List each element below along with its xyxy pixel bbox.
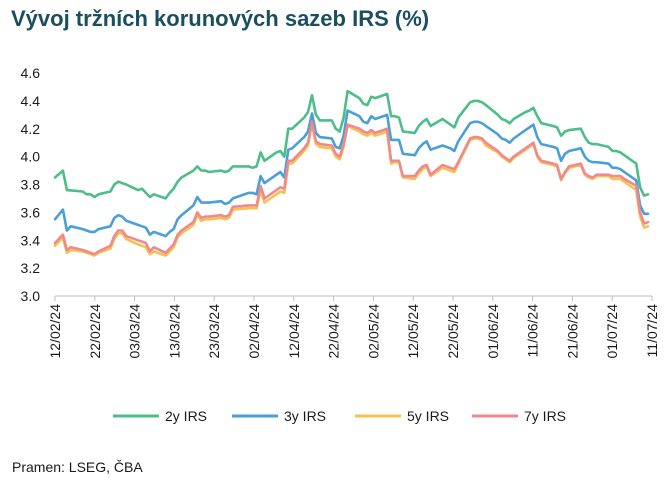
- source-note: Pramen: LSEG, ČBA: [12, 459, 143, 475]
- x-axis: 12/02/24 22/02/24 03/03/24 13/03/24 23/03/24…: [47, 295, 660, 359]
- legend-label-3y-irs: 3y IRS: [284, 408, 326, 424]
- x-tick-label: 12/05/24: [405, 304, 421, 359]
- x-tick-label: 23/03/24: [206, 304, 222, 359]
- x-tick-label: 12/02/24: [47, 304, 63, 359]
- x-tick-label: 22/05/24: [445, 304, 461, 359]
- y-tick-label: 4.6: [21, 65, 41, 81]
- legend-label-5y-irs: 5y IRS: [407, 408, 449, 424]
- x-tick-label: 13/03/24: [166, 304, 182, 359]
- y-tick-label: 4.2: [21, 121, 41, 137]
- x-tick-label: 11/07/24: [644, 304, 660, 358]
- y-tick-label: 3.4: [21, 232, 41, 248]
- series-line-3y-irs: [53, 109, 650, 238]
- y-tick-label: 3.8: [21, 177, 41, 193]
- legend-label-7y-irs: 7y IRS: [524, 408, 566, 424]
- series-layer: [53, 89, 650, 257]
- legend-label-2y-irs: 2y IRS: [165, 408, 207, 424]
- chart-title: Vývoj tržních korunových sazeb IRS (%): [11, 6, 430, 31]
- y-tick-label: 3.2: [21, 260, 41, 276]
- y-tick-label: 3.0: [21, 288, 41, 304]
- x-tick-label: 12/04/24: [286, 304, 302, 359]
- y-tick-label: 3.6: [21, 204, 41, 220]
- series-line-5y-irs: [53, 121, 650, 257]
- x-tick-label: 03/03/24: [127, 304, 143, 359]
- y-tick-label: 4.4: [21, 93, 41, 109]
- x-tick-label: 22/02/24: [87, 304, 103, 359]
- x-tick-label: 21/06/24: [564, 304, 580, 359]
- x-tick-label: 01/07/24: [604, 304, 620, 359]
- legend: 2y IRS 3y IRS 5y IRS 7y IRS: [113, 408, 566, 424]
- x-tick-label: 02/05/24: [365, 304, 381, 359]
- x-tick-label: 22/04/24: [326, 304, 342, 359]
- series-line-2y-irs: [53, 89, 650, 200]
- x-tick-label: 11/06/24: [525, 304, 541, 358]
- x-tick-label: 02/04/24: [246, 304, 262, 359]
- x-tick-label: 01/06/24: [485, 304, 501, 359]
- series-line-7y-irs: [53, 120, 650, 256]
- y-axis: 3.0 3.2 3.4 3.6 3.8 4.0 4.2 4.4 4.6: [21, 65, 41, 304]
- y-tick-label: 4.0: [21, 149, 41, 165]
